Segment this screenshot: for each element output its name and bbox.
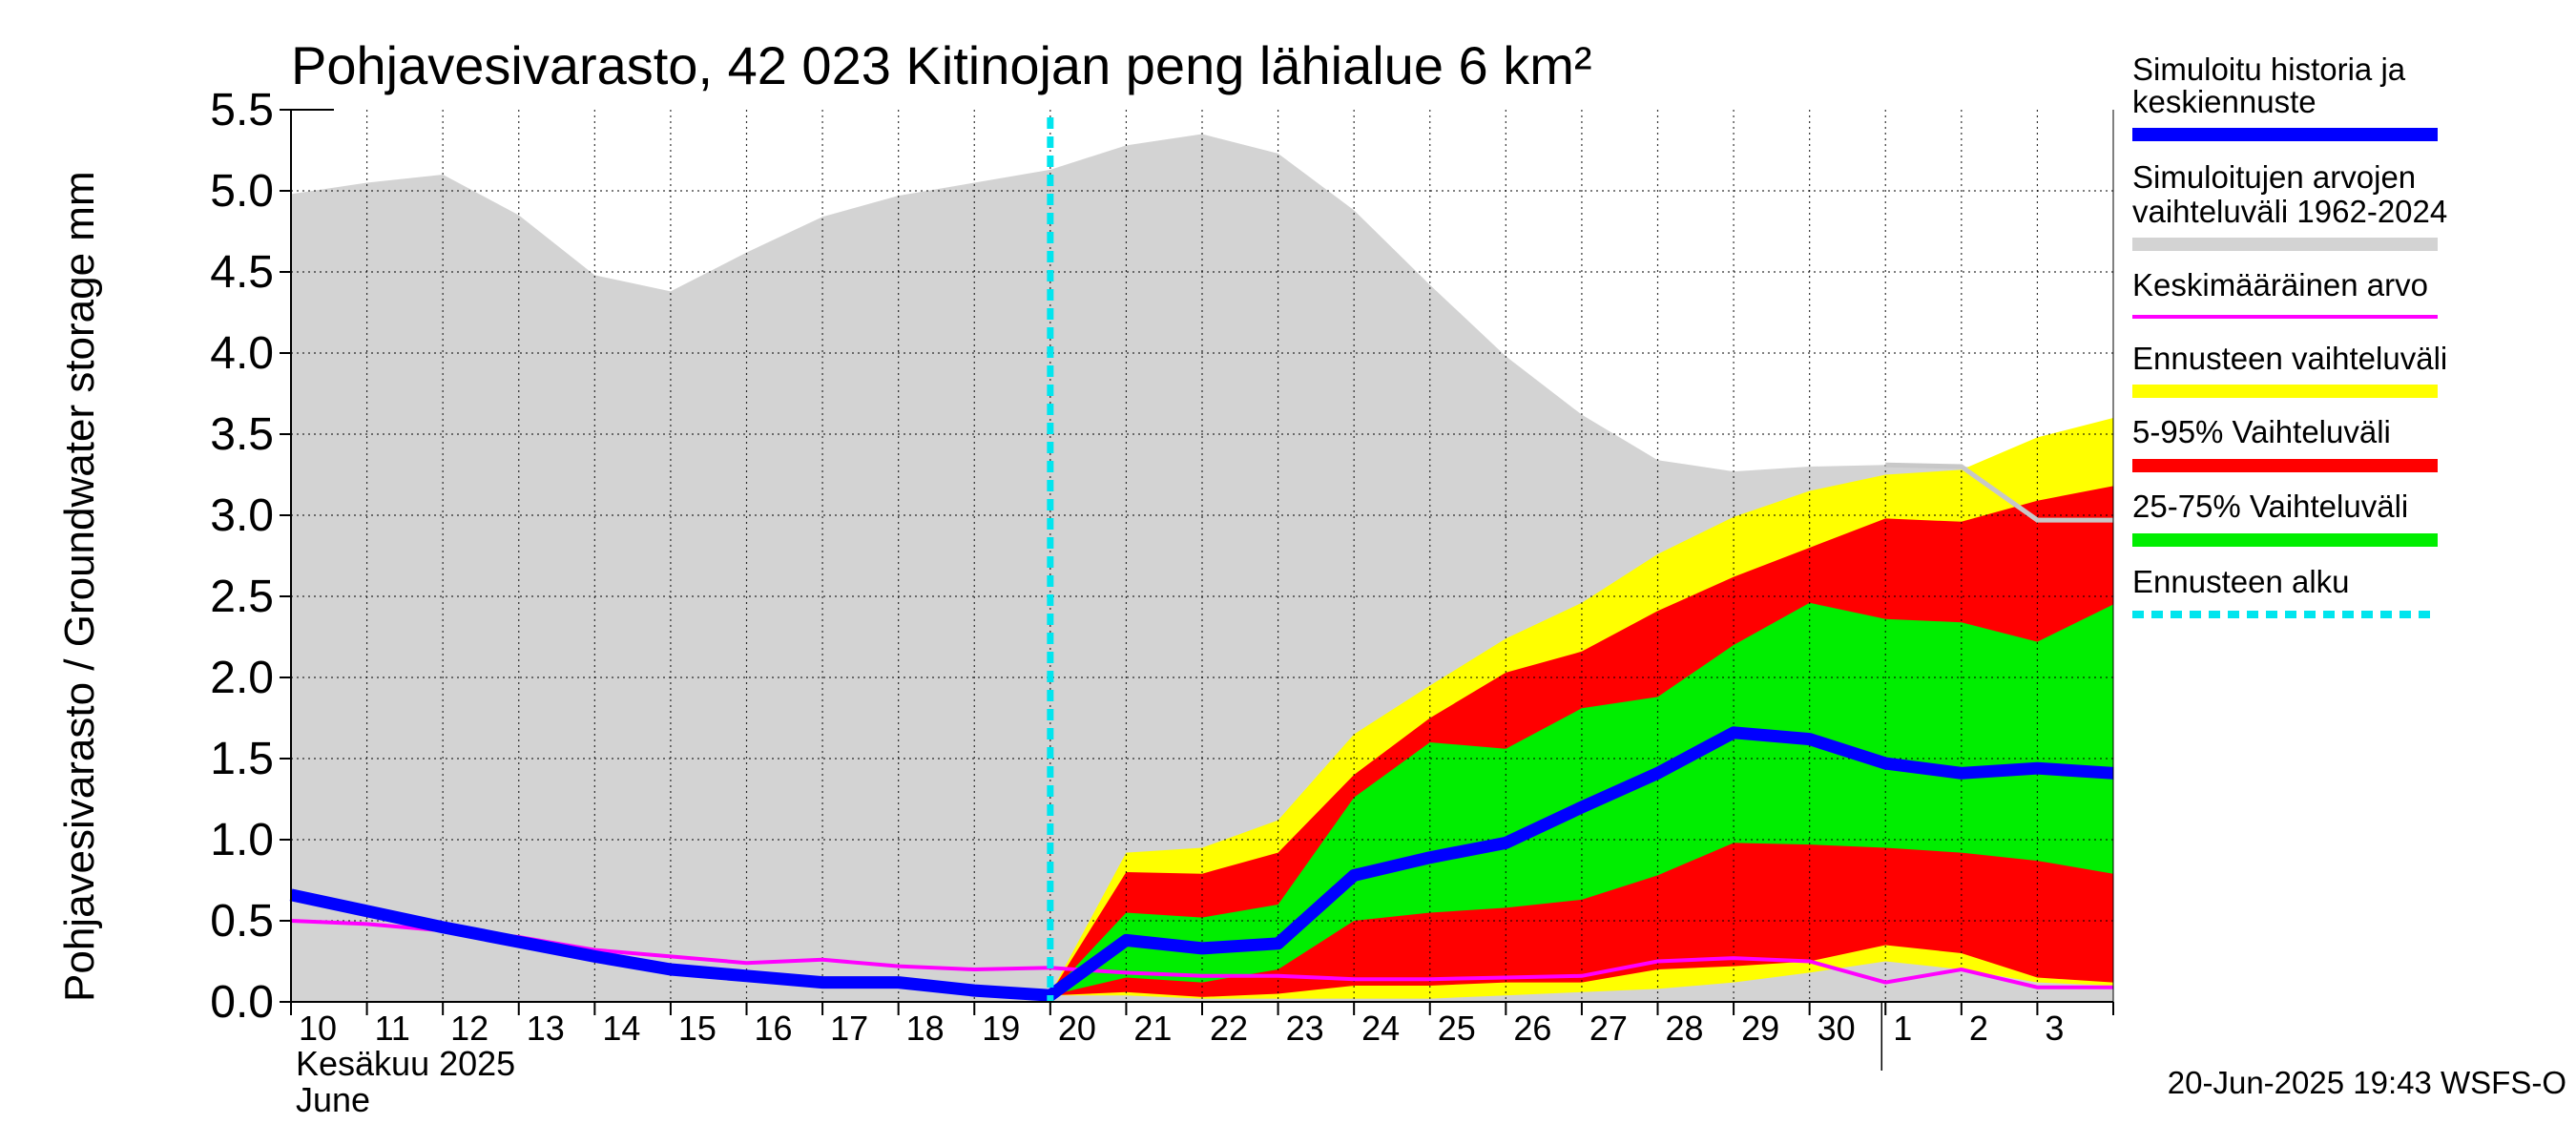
y-tick-label: 3.5	[210, 409, 274, 460]
x-tick-label: 29	[1741, 1009, 1779, 1048]
x-tick-label: 28	[1666, 1009, 1704, 1048]
y-tick-label: 5.0	[210, 166, 274, 217]
legend-label-25-75: 25-75% Vaihteluväli	[2132, 489, 2408, 524]
x-tick-label: 15	[678, 1009, 717, 1048]
footer-timestamp: 20-Jun-2025 19:43 WSFS-O	[2168, 1065, 2566, 1100]
y-tick-label: 1.5	[210, 734, 274, 784]
lines-layer	[289, 117, 2114, 1002]
x-tick-label: 3	[2045, 1009, 2064, 1048]
y-tick-label: 4.0	[210, 328, 274, 379]
x-tick-label: 1	[1893, 1009, 1912, 1048]
x-tick-label: 23	[1286, 1009, 1324, 1048]
x-tick-label: 20	[1058, 1009, 1096, 1048]
x-tick-label: 13	[527, 1009, 565, 1048]
ticks-layer: 0.00.51.01.52.02.53.03.54.04.55.05.510 11…	[210, 85, 2114, 1071]
line-simulated-history	[289, 726, 2114, 1002]
x-tick-label: 25	[1438, 1009, 1476, 1048]
y-tick-label: 2.0	[210, 653, 274, 703]
y-tick-label: 0.0	[210, 977, 274, 1028]
x-tick-label: 30	[1818, 1009, 1856, 1048]
x-tick-label: 12	[450, 1009, 488, 1048]
legend-label-forecast-start: Ennusteen alku	[2132, 564, 2350, 599]
x-tick-label: 24	[1361, 1009, 1400, 1048]
y-tick-label: 3.0	[210, 490, 274, 541]
legend-label-mean: Keskimääräinen arvo	[2132, 267, 2428, 302]
x-tick-label: 22	[1210, 1009, 1248, 1048]
legend-label-forecast-range: Ennusteen vaihteluväli	[2132, 341, 2447, 376]
x-tick-label: 16	[755, 1009, 793, 1048]
legend-label-5-95: 5-95% Vaihteluväli	[2132, 414, 2391, 449]
x-tick-label: 11	[375, 1009, 410, 1048]
x-tick-label: 2	[1969, 1009, 1988, 1048]
x-tick-label: 26	[1513, 1009, 1551, 1048]
legend-swatches	[2132, 128, 2438, 618]
x-tick-label: 19	[982, 1009, 1020, 1048]
y-tick-label: 1.0	[210, 815, 274, 865]
legend-label-sim-range-1: Simuloitujen arvojen	[2132, 159, 2416, 195]
x-tick-label: 10	[299, 1009, 337, 1048]
x-tick-label: 14	[602, 1009, 640, 1048]
y-tick-label: 0.5	[210, 896, 274, 947]
legend-label-sim-history-2: keskiennuste	[2132, 84, 2316, 119]
legend: Simuloitu historia ja keskiennuste Simul…	[2132, 52, 2447, 618]
y-tick-label: 4.5	[210, 247, 274, 298]
x-tick-label: 18	[906, 1009, 945, 1048]
line-historical-range-continuation	[1885, 462, 2113, 523]
y-axis-label: Pohjavesivarasto / Groundwater storage m…	[56, 171, 103, 1002]
y-tick-label: 5.5	[210, 85, 274, 135]
x-tick-label: 21	[1133, 1009, 1172, 1048]
line-mean	[290, 919, 2113, 989]
chart-title: Pohjavesivarasto, 42 023 Kitinojan peng …	[291, 35, 1592, 95]
grid-layer	[291, 110, 2113, 1002]
legend-label-sim-range-2: vaihteluväli 1962-2024	[2132, 194, 2447, 229]
month-label-fi: Kesäkuu 2025	[296, 1044, 515, 1083]
x-tick-label: 17	[830, 1009, 868, 1048]
y-tick-label: 2.5	[210, 572, 274, 622]
month-label-en: June	[296, 1080, 370, 1119]
x-tick-label: 27	[1589, 1009, 1628, 1048]
legend-label-sim-history-1: Simuloitu historia ja	[2132, 52, 2406, 87]
band-25-75	[1049, 602, 2113, 996]
